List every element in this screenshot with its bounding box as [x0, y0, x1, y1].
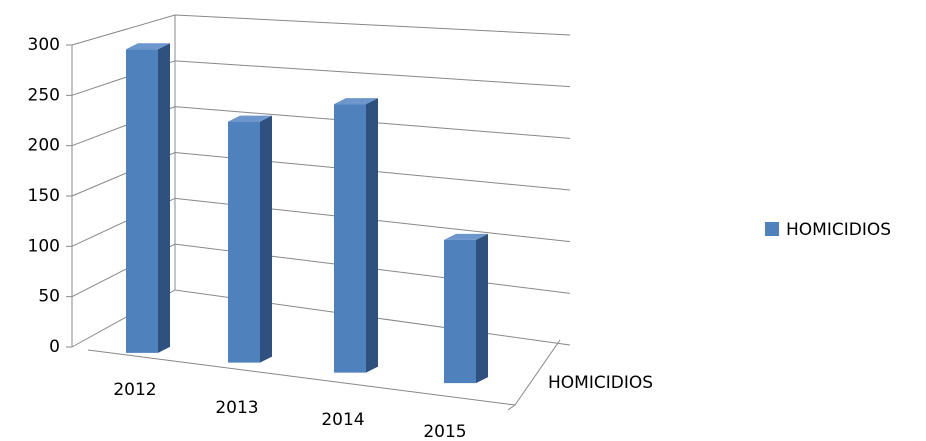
bar-side	[158, 43, 170, 353]
y-tick-label: 0	[49, 337, 60, 357]
y-tick-label: 100	[28, 236, 60, 256]
x-tick-label: 2014	[321, 410, 364, 430]
bar-top	[228, 115, 272, 122]
legend-swatch	[765, 222, 779, 236]
axis-tick	[507, 404, 516, 411]
bar-front	[334, 104, 366, 373]
bar	[444, 233, 488, 384]
bar-top	[444, 233, 488, 240]
y-tick-label: 250	[28, 85, 60, 105]
bar-front	[228, 121, 260, 363]
bar-front	[444, 239, 476, 384]
bar-side	[476, 233, 488, 384]
grid-line	[71, 151, 571, 197]
grid-line	[71, 106, 571, 147]
bar-top	[334, 98, 378, 105]
y-tick-label: 300	[28, 35, 60, 55]
x-tick-label: 2015	[423, 422, 466, 441]
x-tick-label: 2012	[113, 380, 156, 400]
y-tick-label: 50	[38, 287, 60, 307]
x-tick-label: 2013	[215, 398, 258, 418]
bar-top	[126, 43, 170, 50]
bar	[228, 115, 272, 363]
bar-side	[260, 115, 272, 363]
bar-front	[126, 49, 158, 353]
grid-line	[71, 243, 571, 298]
bar	[126, 43, 170, 353]
depth-axis-label: HOMICIDIOS	[548, 373, 653, 393]
grid-line	[71, 289, 571, 348]
grid-line	[71, 60, 571, 96]
legend-label: HOMICIDIOS	[786, 220, 891, 240]
y-tick-label: 150	[28, 186, 60, 206]
grid-line	[71, 197, 571, 247]
bar-side	[366, 98, 378, 373]
bar	[334, 98, 378, 373]
y-tick-label: 200	[28, 136, 60, 156]
grid-line	[71, 14, 571, 46]
